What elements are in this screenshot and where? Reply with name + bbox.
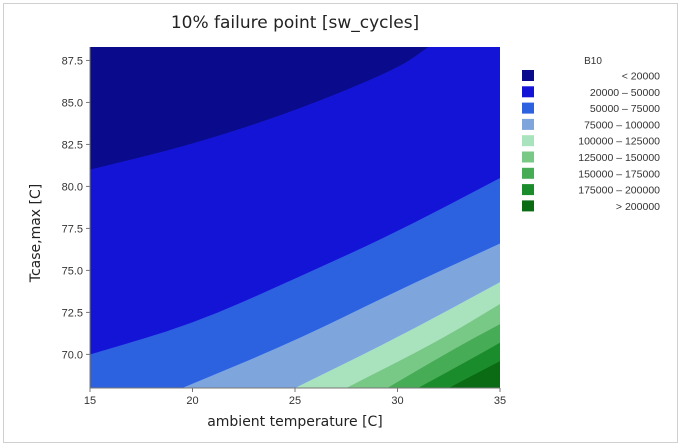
- y-tick-label: 75.0: [62, 265, 83, 277]
- y-axis-label: Tcase,max [C]: [28, 183, 44, 283]
- legend-swatch: [522, 135, 534, 147]
- legend-swatch: [522, 70, 534, 81]
- band-gt-200000: [90, 361, 500, 388]
- x-axis-label: ambient temperature [C]: [207, 414, 383, 430]
- legend-label: < 20000: [622, 71, 660, 83]
- x-tick-label: 35: [494, 395, 506, 407]
- x-tick-label: 15: [84, 395, 96, 407]
- legend-swatch: [522, 86, 534, 98]
- legend-label: 100000 – 125000: [578, 136, 660, 148]
- legend-label: 125000 – 150000: [578, 152, 660, 164]
- legend-swatch: [522, 184, 534, 196]
- y-tick-label: 82.5: [62, 139, 83, 151]
- y-tick-label: 70.0: [62, 349, 83, 361]
- legend-swatch: [522, 102, 534, 114]
- legend-label: 50000 – 75000: [590, 103, 660, 115]
- legend-label: 150000 – 175000: [578, 168, 660, 180]
- legend-label: 75000 – 100000: [584, 119, 660, 131]
- legend-swatch: [522, 200, 534, 212]
- legend-title: B10: [584, 56, 602, 67]
- band-125000-150000: [90, 304, 500, 388]
- x-tick-label: 30: [391, 395, 403, 407]
- chart-title: 10% failure point [sw_cycles]: [170, 13, 420, 33]
- y-tick-label: 77.5: [62, 223, 83, 235]
- legend-swatch: [522, 151, 534, 163]
- y-tick-label: 85.0: [62, 97, 83, 109]
- y-tick-label: 87.5: [62, 55, 83, 67]
- legend-swatch: [522, 167, 534, 179]
- y-tick-label: 80.0: [62, 181, 83, 193]
- legend-swatch: [522, 118, 534, 130]
- band-100000-125000: [90, 282, 500, 388]
- legend-label: > 200000: [616, 201, 660, 213]
- x-tick-label: 25: [289, 395, 301, 407]
- y-tick-label: 72.5: [62, 307, 83, 319]
- x-tick-label: 20: [186, 395, 198, 407]
- legend-label: 175000 – 200000: [578, 185, 660, 197]
- legend-label: 20000 – 50000: [590, 87, 660, 99]
